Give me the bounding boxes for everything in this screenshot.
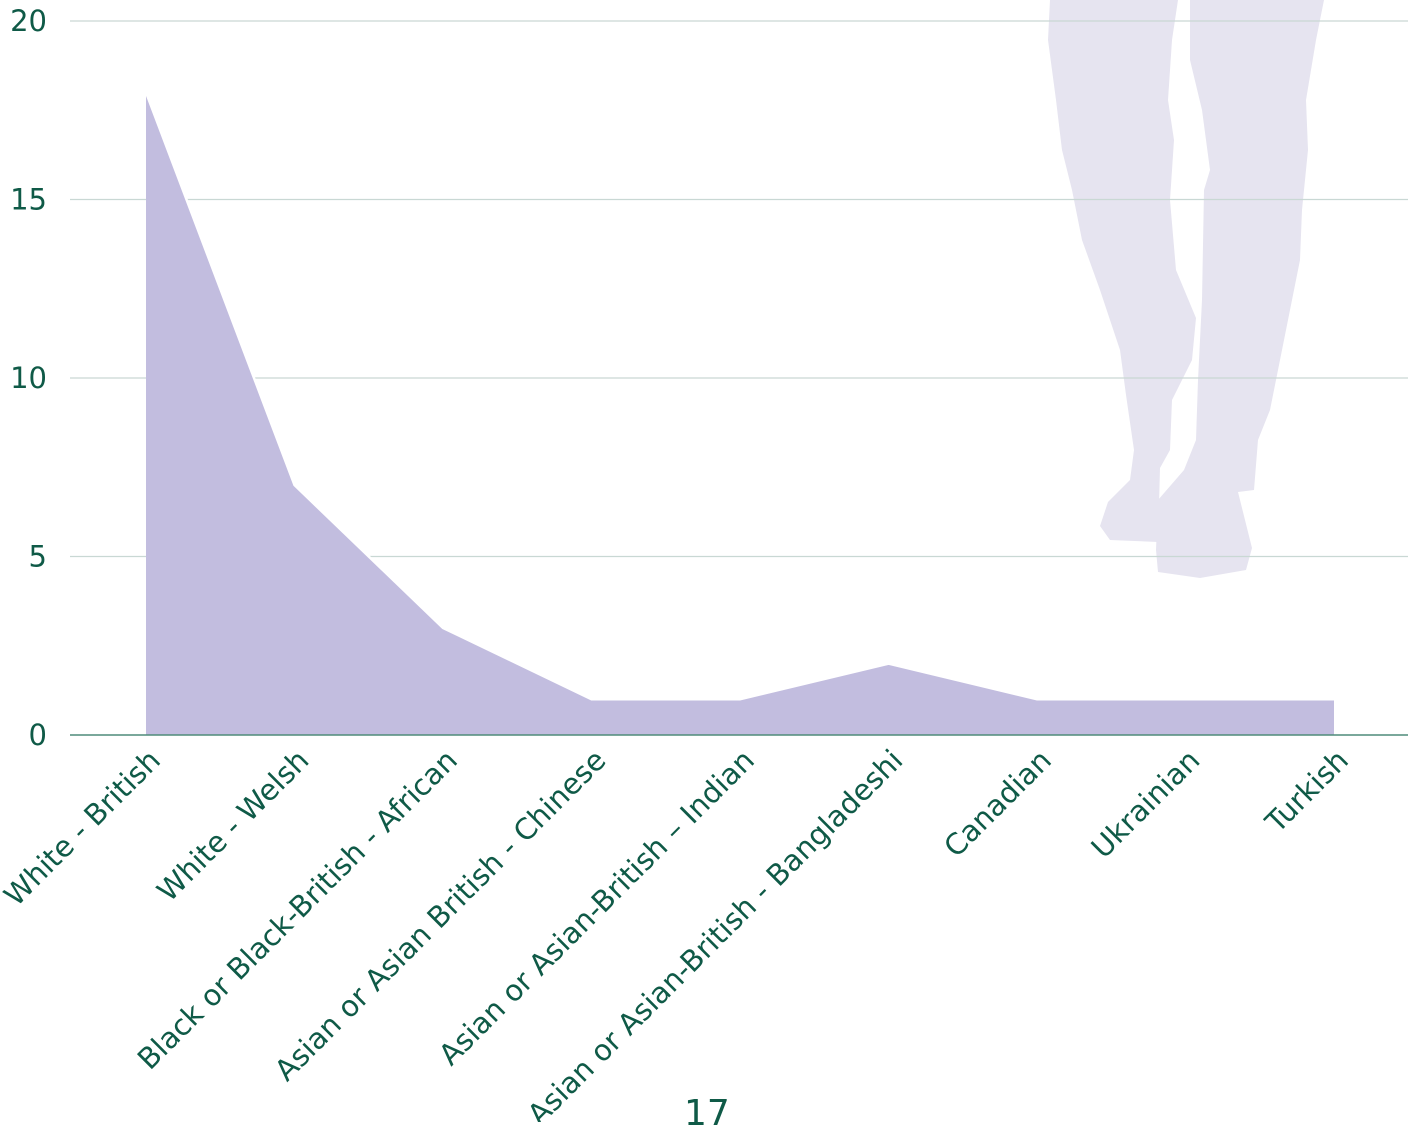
x-category-label: Asian or Asian British - Chinese	[268, 743, 612, 1087]
area-top-line	[144, 91, 1334, 701]
x-category-label: Canadian	[937, 743, 1058, 864]
x-category-label: Ukrainian	[1085, 743, 1207, 865]
y-axis-ticks: 0 5 10 15 20	[10, 4, 47, 752]
x-category-label: Turkish	[1258, 743, 1355, 840]
x-category-label: Black or Black-British - African	[131, 743, 464, 1076]
y-tick-label: 5	[29, 540, 47, 574]
area-series	[146, 92, 1334, 735]
x-category-label: White - Welsh	[150, 743, 315, 908]
x-category-label: White - British	[0, 743, 167, 913]
x-category-label: Asian or Asian-British – Indian	[432, 743, 761, 1072]
right-leg-silhouette	[1156, 0, 1324, 578]
left-leg-silhouette	[1048, 0, 1196, 542]
y-tick-label: 0	[29, 718, 47, 752]
silhouette-legs-illustration	[1048, 0, 1324, 578]
y-tick-label: 20	[10, 4, 47, 38]
page-number: 17	[684, 1093, 730, 1134]
y-tick-label: 10	[10, 361, 47, 395]
y-tick-label: 15	[10, 183, 47, 217]
